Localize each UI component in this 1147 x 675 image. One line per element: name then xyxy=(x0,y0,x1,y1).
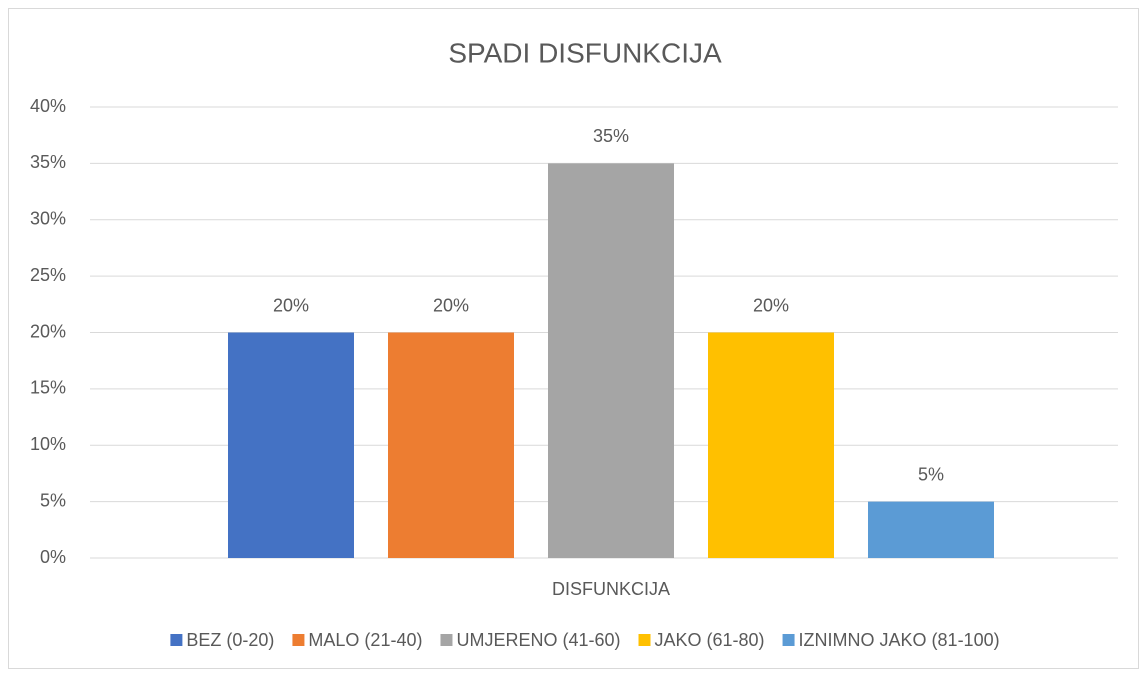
bar xyxy=(708,332,834,558)
legend-swatch xyxy=(638,634,651,646)
legend-label: MALO (21-40) xyxy=(308,630,422,650)
y-tick-label: 0% xyxy=(40,547,66,567)
y-tick-label: 30% xyxy=(30,209,66,229)
legend-label: BEZ (0-20) xyxy=(186,630,274,650)
y-tick-label: 35% xyxy=(30,152,66,172)
bar xyxy=(228,332,354,558)
legend-label: UMJERENO (41-60) xyxy=(456,630,620,650)
legend-label: JAKO (61-80) xyxy=(655,630,765,650)
y-tick-label: 5% xyxy=(40,490,66,510)
y-tick-label: 25% xyxy=(30,265,66,285)
data-label: 20% xyxy=(433,295,469,315)
data-label: 35% xyxy=(593,126,629,146)
bar xyxy=(388,332,514,558)
x-tick-label: DISFUNKCIJA xyxy=(552,579,670,599)
data-label: 20% xyxy=(753,295,789,315)
chart-title: SPADI DISFUNKCIJA xyxy=(448,37,722,68)
legend-swatch xyxy=(170,634,183,646)
bar xyxy=(868,501,994,558)
y-tick-label: 10% xyxy=(30,434,66,454)
legend-swatch xyxy=(292,634,305,646)
y-tick-label: 40% xyxy=(30,96,66,116)
bar xyxy=(548,163,674,558)
y-tick-label: 15% xyxy=(30,378,66,398)
legend-label: IZNIMNO JAKO (81-100) xyxy=(799,630,1000,650)
legend-swatch xyxy=(782,634,795,646)
y-tick-label: 20% xyxy=(30,321,66,341)
data-label: 20% xyxy=(273,295,309,315)
legend-swatch xyxy=(440,634,453,646)
data-label: 5% xyxy=(918,464,944,484)
